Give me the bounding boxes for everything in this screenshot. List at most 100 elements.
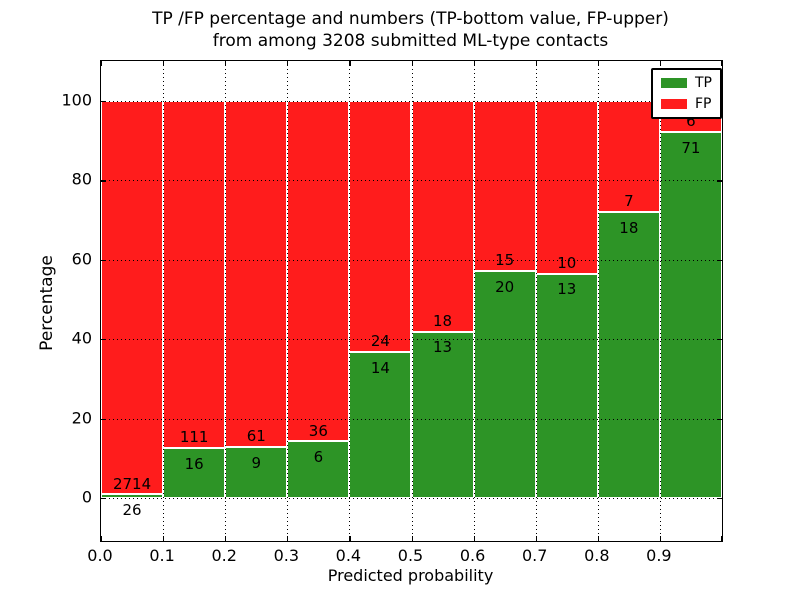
fp-count-label: 15 xyxy=(495,251,515,270)
x-tick-mark xyxy=(101,61,103,66)
x-tick-mark xyxy=(659,61,662,66)
x-tick-mark xyxy=(659,536,662,541)
legend: TP FP xyxy=(651,68,722,119)
x-axis-label: Predicted probability xyxy=(327,566,494,585)
legend-swatch xyxy=(661,99,687,109)
x-tick-label: 0.5 xyxy=(397,546,424,565)
fp-bar-segment xyxy=(535,101,598,274)
x-tick-mark xyxy=(473,61,475,66)
x-tick-mark xyxy=(721,61,723,66)
fp-count-label: 10 xyxy=(557,253,577,272)
y-tick-mark xyxy=(101,180,106,182)
v-gridline xyxy=(597,61,599,541)
chart-title: TP /FP percentage and numbers (TP-bottom… xyxy=(100,8,721,52)
chart-title-line1: TP /FP percentage and numbers (TP-bottom… xyxy=(152,9,669,29)
v-gridline xyxy=(535,61,537,541)
y-tick-label: 40 xyxy=(71,328,92,348)
y-tick-label: 100 xyxy=(61,90,92,110)
y-tick-mark xyxy=(101,418,106,420)
x-tick-mark xyxy=(287,61,289,66)
tp-bar-segment xyxy=(163,447,226,498)
x-tick-label: 0.3 xyxy=(273,546,300,565)
tp-bar-segment xyxy=(535,273,598,498)
v-gridline xyxy=(225,61,227,541)
fp-count-label: 111 xyxy=(179,428,209,447)
y-tick-mark xyxy=(101,101,106,103)
legend-label: FP xyxy=(695,96,712,112)
x-tick-label: 0.6 xyxy=(459,546,486,565)
x-tick-mark xyxy=(101,536,103,541)
y-tick-mark xyxy=(717,498,722,500)
fp-bar-segment xyxy=(411,101,474,332)
y-tick-mark xyxy=(717,339,722,341)
tp-count-label: 20 xyxy=(495,278,515,297)
y-tick-mark xyxy=(717,180,722,182)
v-gridline xyxy=(411,61,413,541)
x-tick-mark xyxy=(597,61,599,66)
tp-bar-segment xyxy=(659,131,722,498)
x-tick-mark xyxy=(163,61,165,66)
tp-bar-segment xyxy=(101,494,164,498)
fp-bar-segment xyxy=(287,101,350,442)
fp-count-label: 61 xyxy=(246,427,266,446)
x-tick-label: 0.9 xyxy=(646,546,672,565)
tp-count-label: 6 xyxy=(313,448,324,467)
tp-count-label: 18 xyxy=(619,219,639,238)
y-tick-label: 60 xyxy=(71,249,92,269)
fp-count-label: 18 xyxy=(433,311,453,330)
x-tick-label: 0.8 xyxy=(584,546,610,565)
tp-count-label: 13 xyxy=(433,338,453,357)
legend-item: FP xyxy=(661,97,712,111)
tp-count-label: 16 xyxy=(184,454,204,473)
legend-label: TP xyxy=(695,75,712,91)
fp-bar-segment xyxy=(163,101,226,448)
v-gridline xyxy=(473,61,475,541)
fp-bar-segment xyxy=(225,101,288,447)
x-tick-mark xyxy=(473,536,475,541)
tp-count-label: 71 xyxy=(681,138,701,157)
x-tick-mark xyxy=(349,536,351,541)
x-tick-mark xyxy=(225,61,227,66)
legend-swatch xyxy=(661,78,687,88)
tp-bar-segment xyxy=(287,441,350,498)
fp-count-label: 2714 xyxy=(112,474,152,493)
tp-bar-segment xyxy=(411,331,474,498)
legend-item: TP xyxy=(661,76,712,90)
y-tick-mark xyxy=(101,498,106,500)
y-tick-mark xyxy=(101,339,106,341)
x-tick-mark xyxy=(287,536,289,541)
tp-bar-segment xyxy=(349,351,412,498)
chart-title-line2: from among 3208 submitted ML-type contac… xyxy=(212,31,609,51)
fp-bar-segment xyxy=(101,101,164,495)
fp-count-label: 24 xyxy=(370,332,390,351)
x-tick-mark xyxy=(535,61,537,66)
tp-count-label: 14 xyxy=(370,358,390,377)
y-tick-label: 80 xyxy=(71,169,92,189)
x-tick-mark xyxy=(535,536,537,541)
x-tick-label: 0.2 xyxy=(211,546,237,565)
v-gridline xyxy=(163,61,165,541)
x-tick-label: 0.7 xyxy=(521,546,548,565)
v-gridline xyxy=(349,61,351,541)
x-tick-mark xyxy=(411,536,413,541)
tp-count-label: 13 xyxy=(557,280,577,299)
v-gridline xyxy=(659,61,661,541)
v-gridline xyxy=(287,61,289,541)
plot-area: 2714 26 111 16 61 9 36 6 24 14 18 13 15 20 10 13 7 18 6 71 xyxy=(100,60,723,542)
x-tick-mark xyxy=(349,61,351,66)
fp-count-label: 7 xyxy=(624,192,634,211)
fp-count-label: 36 xyxy=(308,421,328,440)
x-tick-mark xyxy=(163,536,165,541)
tp-bar-segment xyxy=(597,212,660,498)
fp-bar-segment xyxy=(349,101,412,352)
y-tick-mark xyxy=(101,259,106,261)
y-tick-mark xyxy=(717,418,722,420)
x-tick-mark xyxy=(411,61,413,66)
x-tick-mark xyxy=(721,536,723,541)
tp-count-label: 26 xyxy=(122,501,142,520)
fp-count-label: 6 xyxy=(686,112,696,131)
x-tick-mark xyxy=(597,536,599,541)
y-tick-label: 20 xyxy=(71,408,92,428)
tp-bar-segment xyxy=(473,271,536,498)
